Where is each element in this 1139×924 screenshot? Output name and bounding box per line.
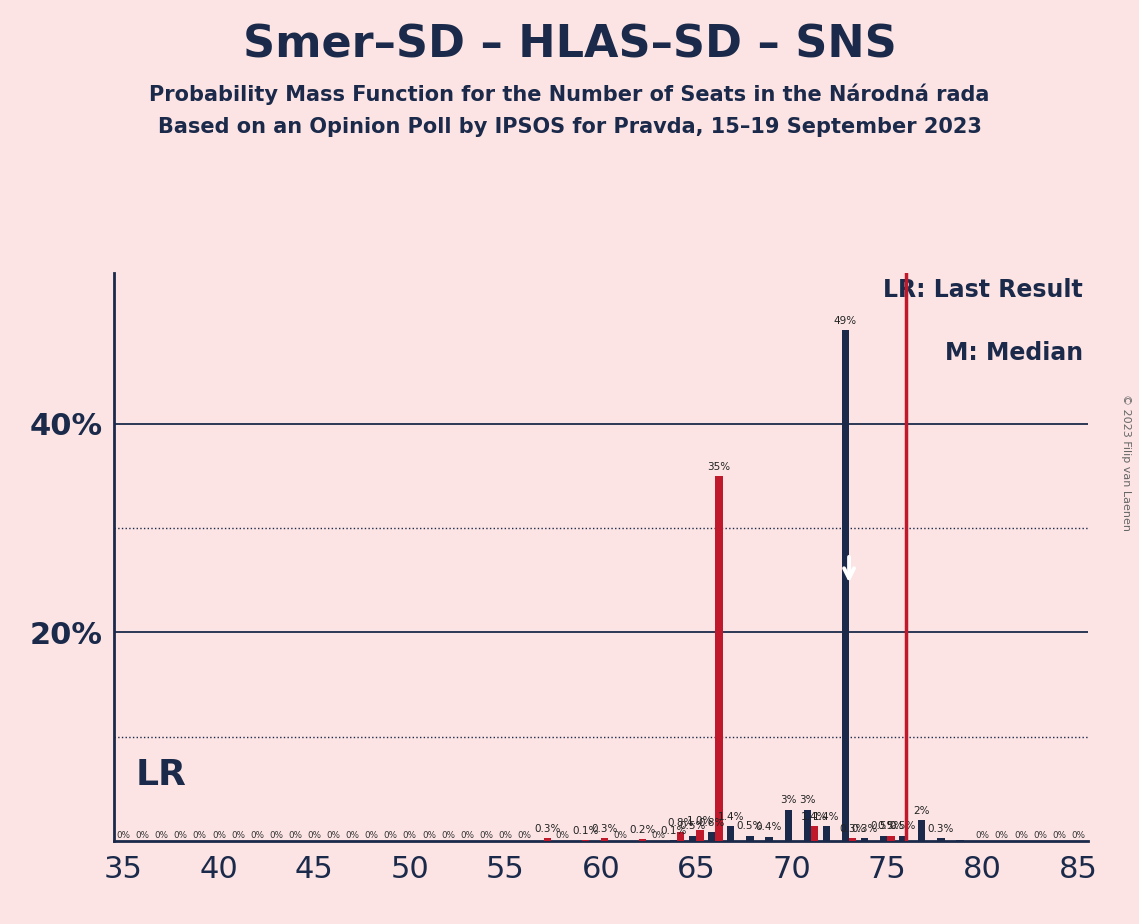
Text: 0%: 0% (976, 831, 990, 840)
Text: 0%: 0% (421, 831, 436, 840)
Bar (582, 840, 589, 841)
Text: 0%: 0% (1052, 831, 1066, 840)
Bar (678, 833, 685, 841)
Bar (708, 833, 715, 841)
Bar (811, 826, 818, 841)
Text: 0.2%: 0.2% (630, 824, 656, 834)
Text: LR: Last Result: LR: Last Result (883, 278, 1083, 302)
Bar (918, 820, 925, 841)
Text: 0%: 0% (1033, 831, 1047, 840)
Bar (880, 835, 887, 841)
Bar (670, 840, 678, 841)
Bar (849, 838, 857, 841)
Text: 0%: 0% (460, 831, 474, 840)
Text: 0%: 0% (251, 831, 264, 840)
Bar (899, 835, 907, 841)
Text: M: Median: M: Median (944, 341, 1083, 365)
Text: 0%: 0% (499, 831, 513, 840)
Text: 0%: 0% (345, 831, 360, 840)
Text: 0%: 0% (613, 831, 626, 840)
Text: 0.5%: 0.5% (878, 821, 904, 832)
Text: 0%: 0% (403, 831, 417, 840)
Text: 0%: 0% (174, 831, 188, 840)
Bar (543, 838, 551, 841)
Bar (639, 839, 646, 841)
Text: 35%: 35% (707, 462, 730, 472)
Text: 49%: 49% (834, 316, 857, 326)
Bar (957, 840, 964, 841)
Text: 0%: 0% (384, 831, 398, 840)
Text: 0%: 0% (327, 831, 341, 840)
Text: 0.1%: 0.1% (572, 826, 598, 835)
Bar (689, 835, 696, 841)
Text: 0.8%: 0.8% (698, 819, 724, 828)
Text: 1.4%: 1.4% (801, 812, 828, 822)
Text: 0.3%: 0.3% (928, 823, 954, 833)
Text: LR: LR (136, 759, 186, 793)
Bar (600, 838, 608, 841)
Text: 0%: 0% (308, 831, 321, 840)
Text: 3%: 3% (780, 796, 796, 806)
Text: Based on an Opinion Poll by IPSOS for Pravda, 15–19 September 2023: Based on an Opinion Poll by IPSOS for Pr… (157, 117, 982, 138)
Text: 0%: 0% (212, 831, 226, 840)
Bar (715, 476, 722, 841)
Text: 0%: 0% (517, 831, 532, 840)
Text: 0%: 0% (652, 831, 665, 840)
Bar (727, 826, 735, 841)
Text: 1.4%: 1.4% (813, 812, 839, 822)
Text: 0%: 0% (136, 831, 149, 840)
Text: 0%: 0% (155, 831, 169, 840)
Text: 0.5%: 0.5% (890, 821, 916, 832)
Bar (822, 826, 830, 841)
Text: 0.3%: 0.3% (591, 823, 617, 833)
Text: 2%: 2% (913, 806, 931, 816)
Bar (765, 836, 772, 841)
Text: 0.5%: 0.5% (680, 821, 706, 832)
Text: 0%: 0% (994, 831, 1009, 840)
Text: 1.4%: 1.4% (718, 812, 744, 822)
Bar (937, 838, 944, 841)
Bar (696, 831, 704, 841)
Text: Probability Mass Function for the Number of Seats in the Národná rada: Probability Mass Function for the Number… (149, 83, 990, 104)
Text: 0%: 0% (116, 831, 131, 840)
Text: 0.8%: 0.8% (667, 819, 694, 828)
Text: 0.1%: 0.1% (661, 826, 687, 835)
Text: 0%: 0% (288, 831, 302, 840)
Text: 0%: 0% (269, 831, 284, 840)
Text: 0%: 0% (1071, 831, 1085, 840)
Bar (842, 330, 849, 841)
Text: 0.3%: 0.3% (534, 823, 560, 833)
Bar (861, 838, 868, 841)
Text: 1.0%: 1.0% (687, 816, 713, 826)
Text: 0%: 0% (441, 831, 456, 840)
Text: 3%: 3% (798, 796, 816, 806)
Text: 0.5%: 0.5% (737, 821, 763, 832)
Text: 0%: 0% (480, 831, 493, 840)
Text: 0.4%: 0.4% (756, 822, 782, 833)
Text: 0%: 0% (231, 831, 245, 840)
Text: 0.5%: 0.5% (870, 821, 896, 832)
Text: 0.3%: 0.3% (851, 823, 878, 833)
Text: 0%: 0% (1014, 831, 1027, 840)
Bar (804, 809, 811, 841)
Bar (746, 835, 754, 841)
Text: 0.3%: 0.3% (839, 823, 866, 833)
Bar (785, 809, 792, 841)
Text: 0%: 0% (556, 831, 570, 840)
Bar (887, 835, 894, 841)
Text: Smer–SD – HLAS–SD – SNS: Smer–SD – HLAS–SD – SNS (243, 23, 896, 67)
Text: © 2023 Filip van Laenen: © 2023 Filip van Laenen (1121, 394, 1131, 530)
Text: 0%: 0% (192, 831, 207, 840)
Text: 0%: 0% (364, 831, 378, 840)
